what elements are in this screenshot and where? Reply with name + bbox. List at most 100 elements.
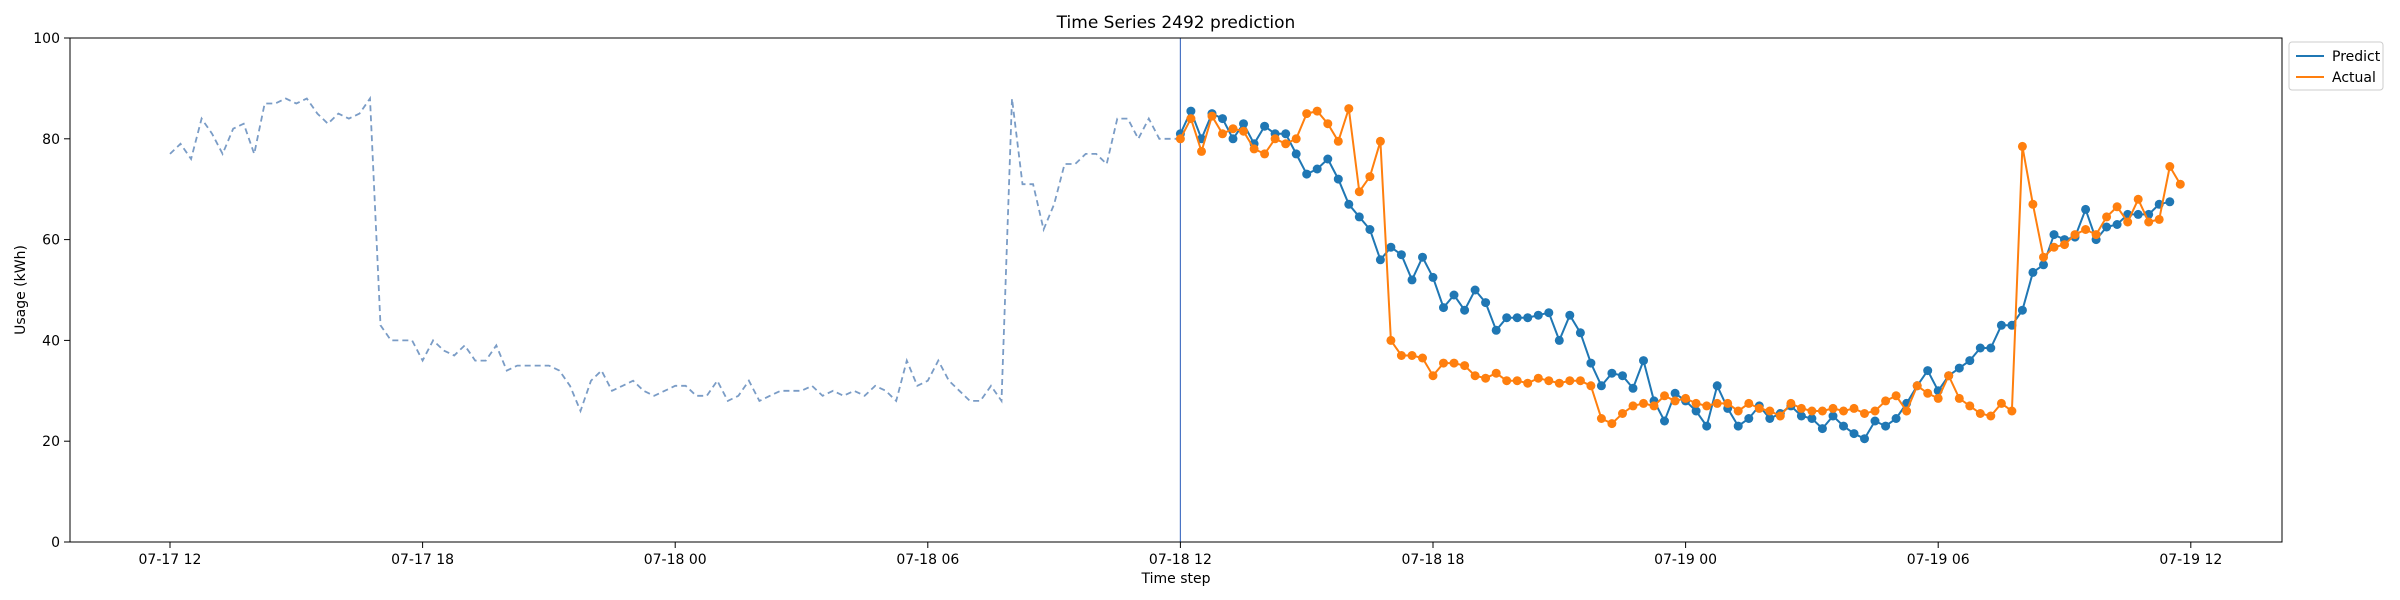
actual-point: [1912, 381, 1922, 391]
actual-point: [2049, 242, 2059, 252]
actual-point: [1596, 414, 1606, 423]
predict-point: [1860, 434, 1869, 444]
actual-point: [1765, 406, 1775, 416]
actual-point: [2175, 179, 2185, 189]
x-tick-label: 07-18 12: [1149, 552, 1212, 568]
actual-point: [1681, 393, 1691, 403]
predict-point: [1839, 421, 1848, 431]
actual-point: [1449, 358, 1459, 368]
predict-point: [1228, 134, 1238, 144]
actual-point: [1891, 391, 1901, 401]
predict-point: [1807, 414, 1817, 423]
x-axis-label: Time step: [1141, 571, 1211, 587]
predict-point: [1923, 366, 1933, 376]
actual-point: [1302, 109, 1312, 119]
predict-point: [1260, 121, 1270, 131]
predict-point: [1881, 421, 1891, 431]
predict-point: [1386, 242, 1396, 252]
predict-point: [1828, 411, 1838, 421]
predict-point: [1891, 414, 1901, 423]
predict-point: [1733, 421, 1743, 431]
predict-point: [1986, 343, 1996, 353]
predict-point: [1975, 343, 1985, 353]
actual-point: [1754, 403, 1764, 413]
actual-point: [2123, 217, 2133, 227]
actual-point: [1639, 398, 1648, 408]
x-tick-label: 07-19 12: [2159, 552, 2222, 568]
actual-point: [1375, 136, 1385, 146]
predict-point: [1312, 164, 1322, 174]
actual-point: [1502, 376, 1512, 386]
actual-line: [1179, 108, 2182, 425]
actual-point: [1817, 406, 1827, 416]
predict-point: [1849, 429, 1859, 439]
y-tick-label: 20: [42, 434, 60, 450]
actual-point: [1175, 134, 1185, 144]
predict-point: [1628, 383, 1638, 393]
predict-point: [2133, 209, 2143, 219]
predict-point: [1660, 416, 1669, 426]
actual-point: [2081, 225, 2091, 234]
predict-point: [1586, 358, 1596, 368]
actual-point: [1870, 406, 1880, 416]
predict-point: [1996, 320, 2006, 330]
actual-point: [1386, 335, 1396, 345]
predict-point: [2017, 305, 2027, 315]
y-tick-label: 0: [51, 535, 60, 551]
predict-point: [1691, 406, 1701, 416]
predict-point: [1533, 310, 1543, 320]
x-tick-label: 07-17 12: [139, 552, 202, 568]
actual-point: [1996, 398, 2006, 408]
predict-point: [1186, 106, 1196, 116]
actual-point: [1186, 114, 1196, 124]
actual-point: [1491, 368, 1501, 378]
predict-point: [1554, 335, 1564, 345]
y-tick-label: 60: [42, 233, 60, 249]
actual-point: [1481, 373, 1491, 383]
predict-point: [2165, 197, 2175, 207]
y-tick-label: 40: [42, 333, 60, 349]
predict-point: [1333, 174, 1343, 184]
predict-point: [1302, 169, 1312, 179]
actual-point: [1702, 401, 1712, 411]
actual-point: [1312, 106, 1322, 116]
y-tick-label: 100: [33, 31, 60, 47]
predict-point: [1439, 303, 1448, 313]
actual-point: [1733, 406, 1743, 416]
predict-point: [1544, 308, 1554, 318]
predict-point: [1218, 114, 1227, 124]
actual-point: [1291, 134, 1301, 144]
actual-point: [2133, 194, 2143, 204]
plot-frame: [69, 37, 2283, 543]
predict-point: [2007, 320, 2017, 330]
actual-point: [2007, 406, 2017, 416]
predict-point: [1796, 411, 1806, 421]
actual-point: [1407, 351, 1417, 360]
actual-point: [1618, 409, 1627, 418]
actual-point: [1228, 124, 1238, 134]
actual-point: [1460, 361, 1470, 371]
actual-point: [1796, 403, 1806, 413]
actual-point: [1565, 376, 1575, 386]
predict-point: [2028, 267, 2038, 277]
actual-point: [1649, 401, 1659, 411]
predict-point: [1607, 368, 1617, 378]
actual-point: [1670, 396, 1680, 406]
chart-title: Time Series 2492 prediction: [1056, 13, 1296, 33]
actual-point: [1470, 371, 1480, 381]
actual-point: [1396, 351, 1406, 360]
actual-point: [1954, 393, 1964, 403]
actual-point: [1933, 393, 1943, 403]
x-tick-label: 07-18 06: [896, 552, 959, 568]
predict-point: [1491, 325, 1501, 335]
actual-point: [1849, 403, 1859, 413]
predict-point: [1565, 310, 1575, 320]
predict-point: [1870, 416, 1880, 426]
predict-point: [1596, 381, 1606, 391]
actual-point: [1239, 126, 1248, 136]
actual-point: [1607, 419, 1617, 429]
actual-point: [1881, 396, 1891, 406]
actual-point: [1323, 119, 1333, 129]
plot-area: [169, 38, 2185, 542]
